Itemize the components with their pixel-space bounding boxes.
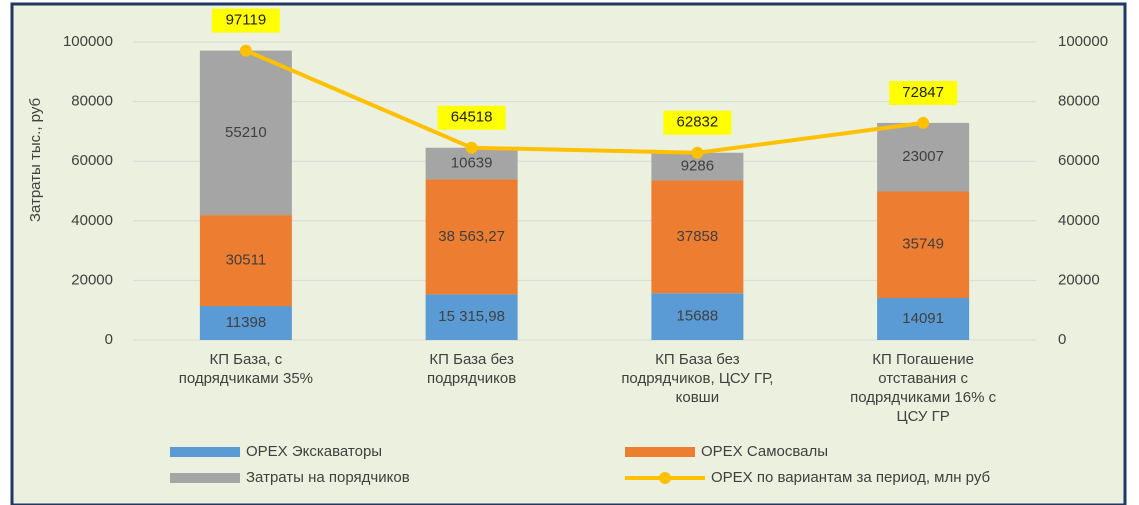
y2-tick-label: 60000 — [1058, 152, 1100, 169]
y-tick-label: 0 — [105, 331, 113, 348]
data-label: 10639 — [451, 155, 493, 172]
data-label: 23007 — [902, 148, 944, 165]
legend-swatch — [170, 473, 240, 483]
y-tick-label: 60000 — [71, 152, 113, 169]
bar-segment — [199, 306, 292, 340]
bar-segment — [651, 293, 744, 340]
y-tick-label: 80000 — [71, 93, 113, 110]
data-label: 15 315,98 — [438, 308, 505, 325]
data-label-bg — [211, 8, 280, 33]
bar-segment — [651, 180, 744, 294]
x-tick-label: КП База, с подрядчиками 35% — [178, 351, 313, 387]
line — [245, 48, 924, 155]
data-label: 55210 — [225, 124, 267, 141]
data-label: 97119 — [226, 12, 267, 29]
data-label-bg — [437, 105, 506, 130]
data-label: 30511 — [226, 252, 267, 269]
bar-segment — [199, 50, 292, 216]
y-tick-label: 20000 — [71, 271, 113, 288]
legend-label: Затраты на порядчиков — [246, 469, 410, 486]
line-marker — [691, 146, 704, 159]
data-label: 14091 — [902, 310, 944, 327]
line-marker — [239, 44, 252, 57]
legend-label: OPEX Экскаваторы — [246, 443, 382, 460]
data-label-bg — [889, 80, 958, 105]
data-label: 35749 — [902, 236, 944, 253]
data-label: 72847 — [902, 84, 944, 101]
bar-segment — [425, 294, 518, 340]
y-tick-label: 40000 — [71, 212, 113, 229]
y2-tick-label: 40000 — [1058, 212, 1100, 229]
y-axis-label: Затраты тыс., руб — [27, 98, 44, 222]
x-tick-label: КП Погашение отставания с подрядчиками 1… — [850, 351, 997, 425]
x-tick-label: КП База без подрядчиков, ЦСУ ГР, ковши — [621, 351, 774, 406]
data-label: 37858 — [677, 228, 719, 245]
legend-swatch — [625, 447, 695, 457]
y2-tick-label: 100000 — [1058, 33, 1108, 50]
bar-segment — [425, 179, 518, 295]
data-label: 15688 — [677, 308, 719, 325]
legend-label: OPEX по вариантам за период, млн руб — [711, 469, 990, 486]
legend-swatch — [659, 472, 671, 484]
bar-segment — [199, 215, 292, 307]
data-label-bg — [663, 110, 732, 135]
bar-segment — [877, 122, 970, 192]
data-label: 11398 — [226, 314, 267, 331]
y2-tick-label: 0 — [1058, 331, 1066, 348]
data-label: 62832 — [677, 114, 719, 131]
y2-tick-label: 20000 — [1058, 271, 1100, 288]
y2-tick-label: 80000 — [1058, 93, 1100, 110]
legend-label: OPEX Самосвалы — [701, 443, 828, 460]
line-marker — [465, 141, 478, 154]
data-label: 9286 — [681, 158, 714, 175]
data-label: 64518 — [451, 109, 493, 126]
y-tick-label: 100000 — [63, 33, 113, 50]
x-tick-label: КП База без подрядчиков — [427, 351, 517, 387]
data-label: 38 563,27 — [438, 228, 505, 245]
legend-swatch — [170, 447, 240, 457]
bar-segment — [877, 191, 970, 299]
bar-segment — [877, 298, 970, 340]
line-marker — [917, 116, 930, 129]
